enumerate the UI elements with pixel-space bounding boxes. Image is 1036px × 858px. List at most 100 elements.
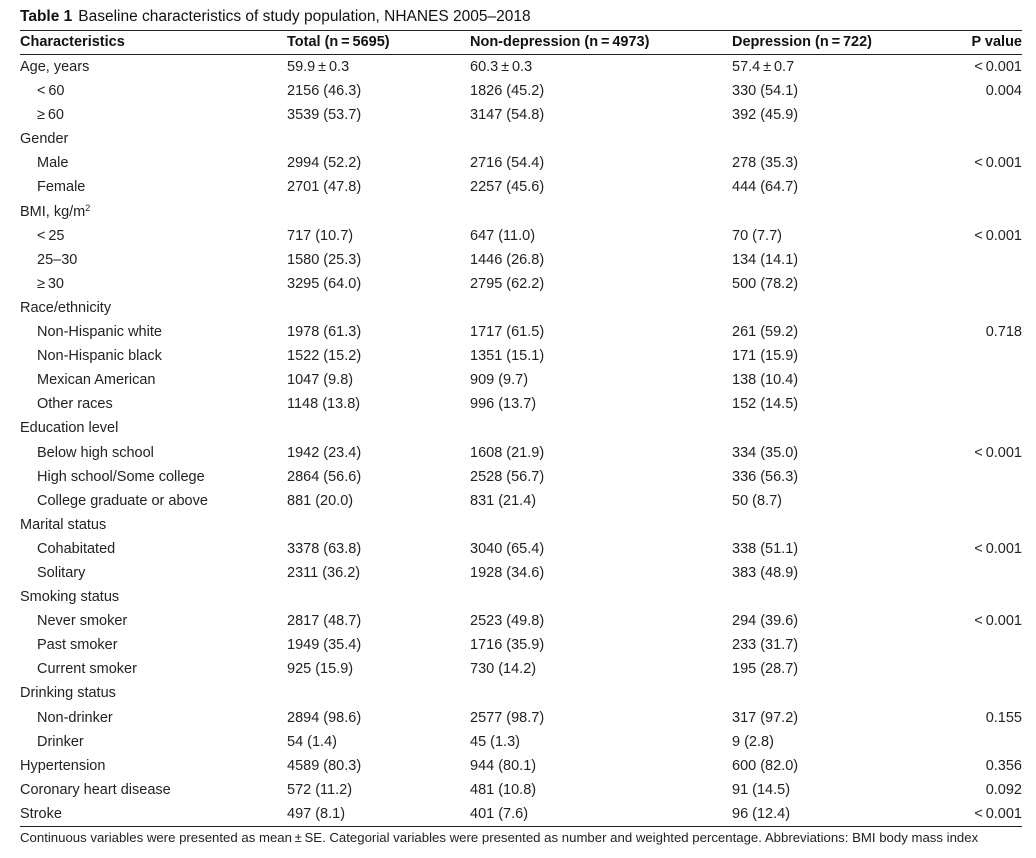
row-label: Cohabitated [20, 537, 287, 561]
cell-depression-text: 338 (51.1) [732, 540, 799, 557]
table-row: Smoking status [20, 585, 1022, 609]
cell-p-value: < 0.001 [937, 609, 1022, 633]
cell-total [287, 200, 470, 224]
table-row: Past smoker 1949 (35.4) 1716 (35.9) 233 (31… [20, 633, 1022, 657]
cell-depression: 336 (56.3) [732, 465, 937, 489]
cell-depression: 138 (10.4) [732, 368, 937, 392]
cell-p-value [937, 681, 1022, 705]
cell-p-value [937, 633, 1022, 657]
table-row: College graduate or above 881 (20.0) 831 (… [20, 489, 1022, 513]
cell-non-depression-text: 1826 (45.2) [470, 83, 545, 100]
table-row: Mexican American 1047 (9.8) 909 (9.7) 138 (… [20, 368, 1022, 392]
cell-p-value [937, 248, 1022, 272]
cell-non-depression: 1928 (34.6) [470, 561, 732, 585]
row-label: Smoking status [20, 585, 287, 609]
cell-total-text: 1949 (35.4) [287, 637, 362, 654]
row-label: Gender [20, 127, 287, 151]
cell-depression: 500 (78.2) [732, 272, 937, 296]
cell-depression-text: 195 (28.7) [732, 661, 799, 678]
cell-total: 1148 (13.8) [287, 392, 470, 416]
cell-non-depression-text: 2577 (98.7) [470, 709, 545, 726]
cell-depression [732, 513, 937, 537]
cell-depression-text: 336 (56.3) [732, 468, 799, 485]
cell-non-depression: 730 (14.2) [470, 657, 732, 681]
table-row: BMI, kg/m2 [20, 200, 1022, 224]
cell-p-value [937, 272, 1022, 296]
cell-depression: 91 (14.5) [732, 778, 937, 802]
row-label: ≥ 30 [20, 272, 287, 296]
cell-depression-text: 96 (12.4) [732, 805, 791, 822]
cell-depression: 383 (48.9) [732, 561, 937, 585]
table-row: Non-drinker 2894 (98.6) 2577 (98.7) 317 (97… [20, 706, 1022, 730]
table-row: Marital status [20, 513, 1022, 537]
cell-total: 3539 (53.7) [287, 103, 470, 127]
cell-total: 3295 (64.0) [287, 272, 470, 296]
cell-depression-text: 171 (15.9) [732, 348, 799, 365]
cell-non-depression-text: 647 (11.0) [470, 227, 536, 244]
cell-non-depression: 909 (9.7) [470, 368, 732, 392]
cell-non-depression-text: 831 (21.4) [470, 492, 537, 509]
cell-total-text: 3539 (53.7) [287, 107, 362, 124]
characteristics-table: Characteristics Total (n = 5695) Non-dep… [20, 31, 1022, 826]
row-label: College graduate or above [20, 489, 287, 513]
row-label-text: Never smoker [37, 613, 128, 630]
cell-non-depression [470, 127, 732, 151]
cell-depression-text: 134 (14.1) [732, 251, 799, 268]
cell-non-depression-text: 2795 (62.2) [470, 275, 545, 292]
table-row: Current smoker 925 (15.9) 730 (14.2) 195 (2… [20, 657, 1022, 681]
cell-total-text: 1047 (9.8) [287, 372, 354, 389]
cell-total: 1580 (25.3) [287, 248, 470, 272]
cell-non-depression [470, 585, 732, 609]
row-label: Education level [20, 416, 287, 440]
bottom-rule [20, 826, 1022, 827]
table-row: Education level [20, 416, 1022, 440]
row-label-text: Stroke [20, 805, 62, 822]
table-body: Age, years 59.9 ± 0.3 60.3 ± 0.3 57.4 ± 0.7… [20, 54, 1022, 827]
row-label: Marital status [20, 513, 287, 537]
cell-non-depression: 2257 (45.6) [470, 175, 732, 199]
row-label: < 60 [20, 79, 287, 103]
cell-depression-text: 57.4 ± 0.7 [732, 59, 795, 75]
table-number: Table 1 [20, 8, 73, 25]
cell-p-value-text: 0.155 [985, 709, 1022, 726]
row-label: ≥ 60 [20, 103, 287, 127]
cell-depression-text: 261 (59.2) [732, 324, 799, 341]
cell-depression-text: 330 (54.1) [732, 83, 799, 100]
cell-total-text: 54 (1.4) [287, 733, 337, 750]
cell-depression: 233 (31.7) [732, 633, 937, 657]
cell-p-value-text: < 0.001 [974, 540, 1022, 557]
cell-total: 572 (11.2) [287, 778, 470, 802]
cell-total-text: 572 (11.2) [287, 781, 353, 798]
cell-depression: 152 (14.5) [732, 392, 937, 416]
row-label-text: Non-Hispanic black [37, 348, 162, 365]
row-label: Female [20, 175, 287, 199]
table-row: Gender [20, 127, 1022, 151]
table-row: Non-Hispanic black 1522 (15.2) 1351 (15.1)… [20, 344, 1022, 368]
row-label-text: Gender [20, 131, 69, 148]
cell-p-value-text: < 0.001 [974, 805, 1022, 822]
cell-total-text: 59.9 ± 0.3 [287, 59, 350, 75]
cell-total: 1522 (15.2) [287, 344, 470, 368]
row-label-text: College graduate or above [37, 492, 208, 509]
cell-p-value: < 0.001 [937, 151, 1022, 175]
table-row: Coronary heart disease 572 (11.2) 481 (10.… [20, 778, 1022, 802]
cell-depression: 600 (82.0) [732, 754, 937, 778]
cell-total-text: 2311 (36.2) [287, 564, 361, 581]
cell-total: 1978 (61.3) [287, 320, 470, 344]
cell-total-text: 1978 (61.3) [287, 324, 362, 341]
table-caption: Table 1 Baseline characteristics of study… [20, 8, 1022, 26]
cell-total: 1942 (23.4) [287, 441, 470, 465]
row-label-text: Past smoker [37, 637, 118, 654]
cell-non-depression: 401 (7.6) [470, 802, 732, 826]
cell-depression: 444 (64.7) [732, 175, 937, 199]
cell-non-depression-text: 2523 (49.8) [470, 613, 545, 630]
row-label: Solitary [20, 561, 287, 585]
cell-total: 1949 (35.4) [287, 633, 470, 657]
cell-total: 3378 (63.8) [287, 537, 470, 561]
cell-non-depression-text: 1446 (26.8) [470, 251, 545, 268]
table-row: Drinking status [20, 681, 1022, 705]
row-label: Current smoker [20, 657, 287, 681]
row-label: Below high school [20, 441, 287, 465]
cell-p-value [937, 175, 1022, 199]
row-label-text: High school/Some college [37, 468, 205, 485]
